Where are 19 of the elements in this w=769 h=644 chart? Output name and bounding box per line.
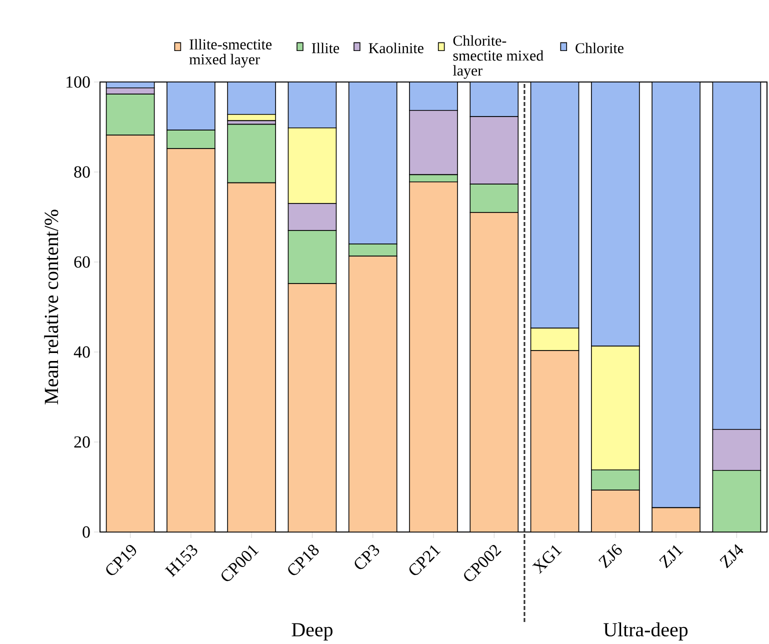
legend-label: Chlorite — [576, 42, 624, 54]
y-tick-label: 0 — [82, 526, 90, 538]
text: Deep — [292, 623, 332, 640]
x-tick-label: ZJ1 — [659, 545, 684, 568]
y-tick-label: 40 — [74, 346, 90, 358]
legend-label: Kaolinite — [368, 42, 424, 54]
x-tick-label: XG1 — [532, 545, 562, 574]
x-tick-label: ZJ6 — [598, 544, 622, 568]
y-tick-label: 20 — [74, 436, 90, 448]
legend-label: Illite-smectite mixed layer — [189, 38, 272, 68]
y-tick-label: 60 — [74, 256, 90, 268]
x-tick-label: ZJ4 — [720, 544, 744, 568]
y-tick-label: 100 — [66, 76, 90, 88]
y-tick-label: 80 — [74, 166, 90, 178]
x-tick-label: CP3 — [354, 544, 380, 570]
legend-label: Illite — [312, 42, 340, 54]
legend-label: Chlorite-smectite mixed layer — [453, 35, 544, 79]
y-axis-title: Mean relative content/% — [44, 210, 58, 404]
text: Ultra-deep — [604, 622, 688, 640]
